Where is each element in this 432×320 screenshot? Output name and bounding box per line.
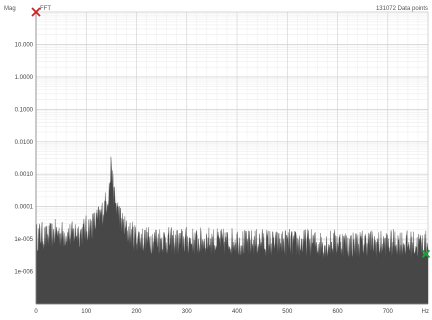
y-tick-label: 1.0000 (15, 75, 34, 81)
x-tick-label: 700 (383, 309, 394, 315)
series-layer (35, 156, 429, 305)
fft-label: FFT (40, 6, 51, 12)
end-cursor-icon[interactable] (421, 249, 431, 259)
y-tick-label: 0.0010 (15, 172, 34, 178)
x-tick-label: 600 (333, 309, 344, 315)
y-tick-label: 0.0001 (15, 205, 34, 211)
y-tick-label: 1e-006 (14, 270, 33, 276)
y-tick-label: 0.1000 (15, 107, 34, 113)
x-tick-label: 400 (232, 309, 243, 315)
series-0-area (35, 156, 429, 305)
axis-layer (35, 12, 428, 305)
x-axis-unit-label: Hz (422, 309, 429, 315)
x-tick-label: 200 (132, 309, 143, 315)
sample-count-label: 131072 Data points (376, 6, 428, 12)
y-tick-label: 1e-005 (14, 237, 33, 243)
x-tick-label: 300 (182, 309, 193, 315)
y-tick-label: 10.000 (15, 42, 34, 48)
x-tick-labels: 0 100 200 300 400 500 600 700 Hz (34, 309, 429, 315)
x-tick-label: 500 (282, 309, 293, 315)
y-tick-labels: 10.000 1.0000 0.1000 0.0100 0.0010 0.0001 1e-0… (14, 42, 33, 275)
start-cursor-icon[interactable] (31, 7, 41, 17)
x-tick-label: 0 (34, 309, 38, 315)
units-label: Mag (4, 6, 16, 12)
y-tick-label: 0.0100 (15, 140, 34, 146)
x-tick-label: 100 (81, 309, 92, 315)
